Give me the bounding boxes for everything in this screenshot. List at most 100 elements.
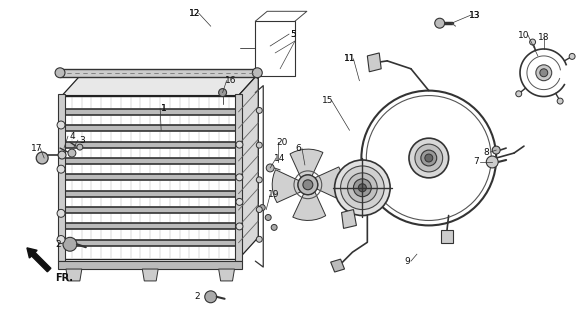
Circle shape <box>421 150 437 166</box>
Circle shape <box>259 204 265 211</box>
Circle shape <box>303 180 313 190</box>
Text: 2: 2 <box>194 292 199 301</box>
Polygon shape <box>236 93 243 261</box>
Polygon shape <box>64 240 237 246</box>
Circle shape <box>68 149 76 157</box>
Text: 9: 9 <box>404 257 410 266</box>
Circle shape <box>58 151 66 159</box>
Circle shape <box>236 141 243 148</box>
Polygon shape <box>441 230 452 243</box>
Circle shape <box>492 146 500 154</box>
Polygon shape <box>66 269 82 281</box>
Text: 16: 16 <box>225 76 236 85</box>
Circle shape <box>569 53 575 60</box>
Polygon shape <box>64 191 237 197</box>
Text: 5: 5 <box>290 30 296 39</box>
Polygon shape <box>64 207 237 213</box>
Text: 18: 18 <box>538 33 550 42</box>
Circle shape <box>409 138 449 178</box>
Polygon shape <box>60 69 257 77</box>
Polygon shape <box>58 93 65 261</box>
Circle shape <box>529 39 536 45</box>
Circle shape <box>236 223 243 230</box>
Circle shape <box>540 69 548 77</box>
Text: 13: 13 <box>469 11 480 20</box>
Circle shape <box>536 65 552 81</box>
Circle shape <box>425 154 433 162</box>
Circle shape <box>36 152 48 164</box>
Polygon shape <box>272 170 301 203</box>
Polygon shape <box>293 192 326 220</box>
Polygon shape <box>62 74 258 96</box>
Polygon shape <box>331 259 345 272</box>
Circle shape <box>347 173 377 203</box>
Text: 11: 11 <box>344 54 355 63</box>
Circle shape <box>57 236 65 244</box>
Polygon shape <box>290 149 323 178</box>
Circle shape <box>205 291 217 303</box>
Polygon shape <box>238 74 258 259</box>
Circle shape <box>340 166 384 210</box>
FancyArrow shape <box>27 248 51 272</box>
Circle shape <box>57 209 65 217</box>
Circle shape <box>55 68 65 78</box>
Polygon shape <box>142 269 158 281</box>
Circle shape <box>63 237 77 251</box>
Circle shape <box>257 177 262 183</box>
Circle shape <box>266 164 274 172</box>
Circle shape <box>516 91 522 97</box>
Circle shape <box>265 214 271 220</box>
Circle shape <box>557 98 563 104</box>
Text: 5: 5 <box>290 30 296 39</box>
Text: 11: 11 <box>344 54 355 63</box>
Circle shape <box>77 144 83 150</box>
Text: 7: 7 <box>473 157 479 166</box>
Text: 1: 1 <box>161 104 167 113</box>
Polygon shape <box>58 261 243 269</box>
Circle shape <box>257 207 262 212</box>
Text: 15: 15 <box>322 96 333 105</box>
Text: 10: 10 <box>518 31 530 40</box>
Polygon shape <box>315 167 343 200</box>
Text: 14: 14 <box>275 154 286 163</box>
Text: 20: 20 <box>276 138 288 147</box>
Text: 12: 12 <box>189 9 201 18</box>
Circle shape <box>236 174 243 181</box>
Text: 13: 13 <box>469 11 480 20</box>
Polygon shape <box>367 53 381 72</box>
Polygon shape <box>64 125 237 131</box>
Text: 1: 1 <box>161 104 167 113</box>
Circle shape <box>252 68 262 78</box>
Text: 8: 8 <box>483 148 489 156</box>
Polygon shape <box>64 109 237 115</box>
Circle shape <box>353 179 371 197</box>
Text: FR.: FR. <box>55 273 73 283</box>
Polygon shape <box>64 174 237 180</box>
Polygon shape <box>64 142 237 148</box>
Text: 3: 3 <box>79 136 85 145</box>
Circle shape <box>415 144 442 172</box>
Text: 2: 2 <box>55 240 61 249</box>
Circle shape <box>257 108 262 113</box>
Circle shape <box>57 165 65 173</box>
Circle shape <box>486 156 498 168</box>
Text: 12: 12 <box>189 9 201 18</box>
Polygon shape <box>64 158 237 164</box>
Circle shape <box>257 236 262 242</box>
Circle shape <box>257 142 262 148</box>
Polygon shape <box>342 210 356 228</box>
Circle shape <box>236 198 243 205</box>
Circle shape <box>57 121 65 129</box>
Text: 17: 17 <box>30 144 42 153</box>
Circle shape <box>219 89 227 97</box>
Circle shape <box>271 224 277 230</box>
Circle shape <box>359 184 366 192</box>
Polygon shape <box>219 269 234 281</box>
Polygon shape <box>62 96 238 259</box>
Polygon shape <box>64 223 237 229</box>
Text: 6: 6 <box>295 144 301 153</box>
Text: 4: 4 <box>69 132 75 141</box>
Circle shape <box>435 18 445 28</box>
Circle shape <box>298 175 318 195</box>
Circle shape <box>335 160 390 215</box>
